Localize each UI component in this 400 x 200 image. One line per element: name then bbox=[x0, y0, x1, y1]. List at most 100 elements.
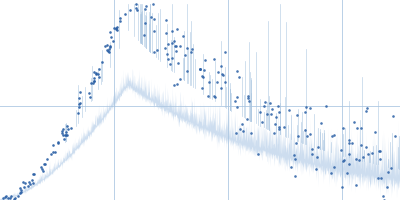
Point bbox=[198, 86, 205, 89]
Point bbox=[164, 57, 171, 60]
Point bbox=[90, 82, 96, 85]
Point bbox=[143, 4, 150, 7]
Point bbox=[390, 114, 396, 117]
Point bbox=[42, 163, 48, 166]
Point bbox=[377, 150, 384, 153]
Point bbox=[294, 135, 301, 138]
Point bbox=[309, 152, 315, 155]
Point bbox=[244, 118, 250, 121]
Point bbox=[339, 126, 346, 129]
Point bbox=[354, 127, 360, 130]
Point bbox=[11, 198, 18, 200]
Point bbox=[182, 53, 189, 56]
Point bbox=[86, 91, 92, 94]
Point bbox=[88, 82, 94, 85]
Point bbox=[339, 186, 345, 189]
Point bbox=[148, 15, 154, 18]
Point bbox=[309, 147, 316, 151]
Point bbox=[388, 167, 394, 170]
Point bbox=[26, 181, 32, 184]
Point bbox=[104, 43, 110, 46]
Point bbox=[177, 78, 183, 81]
Point bbox=[239, 123, 246, 126]
Point bbox=[77, 101, 84, 104]
Point bbox=[91, 70, 98, 73]
Point bbox=[0, 196, 6, 200]
Point bbox=[377, 158, 384, 161]
Point bbox=[220, 73, 226, 77]
Point bbox=[267, 102, 273, 105]
Point bbox=[112, 27, 119, 30]
Point bbox=[25, 184, 31, 187]
Point bbox=[55, 141, 62, 144]
Point bbox=[17, 187, 23, 190]
Point bbox=[375, 176, 382, 179]
Point bbox=[303, 106, 310, 109]
Point bbox=[86, 96, 93, 99]
Point bbox=[77, 91, 83, 94]
Point bbox=[38, 165, 44, 169]
Point bbox=[107, 45, 114, 48]
Point bbox=[59, 129, 66, 133]
Point bbox=[315, 145, 322, 148]
Point bbox=[134, 8, 140, 11]
Point bbox=[26, 183, 33, 186]
Point bbox=[30, 172, 36, 175]
Point bbox=[197, 67, 204, 70]
Point bbox=[218, 64, 224, 67]
Point bbox=[110, 39, 116, 42]
Point bbox=[338, 148, 344, 152]
Point bbox=[293, 142, 299, 145]
Point bbox=[154, 49, 160, 52]
Point bbox=[50, 143, 56, 146]
Point bbox=[150, 2, 156, 6]
Point bbox=[200, 75, 206, 79]
Point bbox=[362, 109, 369, 112]
Point bbox=[276, 126, 282, 129]
Point bbox=[378, 177, 384, 180]
Point bbox=[276, 111, 282, 114]
Point bbox=[173, 49, 180, 53]
Point bbox=[151, 30, 158, 33]
Point bbox=[196, 67, 203, 70]
Point bbox=[114, 29, 120, 32]
Point bbox=[314, 155, 320, 159]
Point bbox=[245, 95, 252, 98]
Point bbox=[197, 67, 204, 71]
Point bbox=[163, 32, 170, 35]
Point bbox=[60, 128, 66, 131]
Point bbox=[222, 50, 228, 53]
Point bbox=[323, 104, 329, 107]
Point bbox=[75, 105, 82, 109]
Point bbox=[372, 131, 378, 134]
Point bbox=[12, 197, 18, 200]
Point bbox=[262, 100, 268, 104]
Point bbox=[211, 94, 218, 97]
Point bbox=[198, 74, 205, 78]
Point bbox=[240, 130, 246, 133]
Point bbox=[150, 18, 157, 21]
Point bbox=[172, 45, 178, 48]
Point bbox=[93, 71, 99, 74]
Point bbox=[52, 150, 59, 153]
Point bbox=[55, 141, 61, 144]
Point bbox=[106, 46, 113, 49]
Point bbox=[102, 44, 108, 47]
Point bbox=[18, 190, 24, 193]
Point bbox=[59, 133, 66, 136]
Point bbox=[142, 7, 148, 11]
Point bbox=[353, 183, 359, 186]
Point bbox=[341, 158, 347, 161]
Point bbox=[169, 29, 175, 33]
Point bbox=[15, 194, 21, 198]
Point bbox=[264, 112, 270, 115]
Point bbox=[362, 145, 369, 148]
Point bbox=[292, 174, 298, 177]
Point bbox=[31, 172, 38, 176]
Point bbox=[331, 165, 337, 169]
Point bbox=[268, 107, 275, 110]
Point bbox=[90, 79, 97, 82]
Point bbox=[290, 153, 297, 156]
Point bbox=[180, 34, 186, 37]
Point bbox=[206, 80, 212, 83]
